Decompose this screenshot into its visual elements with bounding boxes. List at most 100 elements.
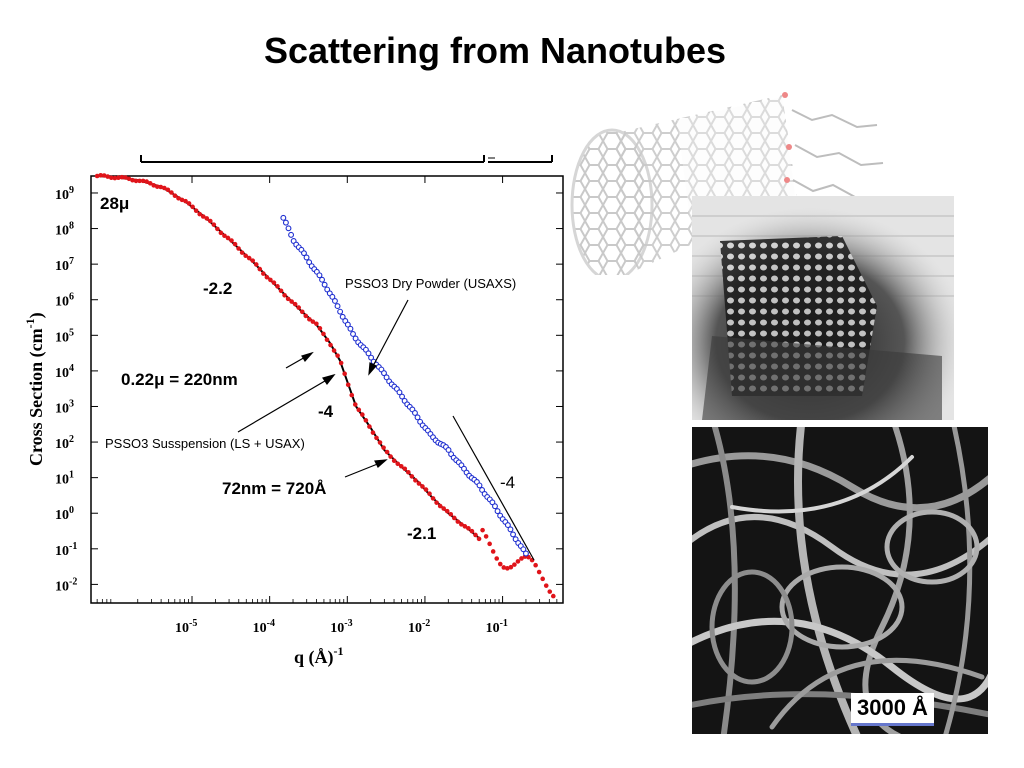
data-point-suspension: [480, 527, 485, 533]
data-point-suspension: [497, 561, 503, 567]
data-point-suspension: [289, 299, 294, 304]
data-point-powder: [383, 374, 390, 381]
annotation-28-micron: 28μ: [100, 194, 129, 213]
data-point-suspension: [239, 250, 245, 255]
data-point-suspension: [536, 569, 542, 575]
data-point-powder: [489, 499, 496, 506]
data-point-powder: [324, 286, 331, 293]
tem-bundle-image: [692, 196, 954, 420]
data-point-powder: [306, 259, 313, 266]
data-point-powder: [347, 325, 354, 332]
x-tick-label: 10-1: [486, 618, 508, 636]
data-point-suspension: [483, 534, 489, 539]
data-point-suspension: [307, 316, 312, 322]
annotation-slope-d: -2.1: [407, 524, 436, 543]
data-point-suspension: [448, 511, 454, 517]
y-tick-label: 101: [55, 470, 74, 488]
data-point-powder: [399, 393, 406, 400]
data-point-suspension: [225, 235, 231, 241]
data-point-suspension: [505, 566, 510, 571]
data-point-suspension: [444, 508, 450, 514]
data-point-powder: [282, 219, 289, 226]
data-point-suspension: [278, 288, 284, 294]
data-point-suspension: [243, 253, 248, 259]
data-point-suspension: [335, 353, 340, 358]
data-point-suspension: [441, 506, 446, 511]
data-point-suspension: [409, 474, 415, 479]
data-point-suspension: [349, 392, 355, 398]
y-tick-label: 10-2: [55, 576, 77, 594]
data-point-suspension: [261, 271, 266, 276]
data-point-suspension: [133, 178, 139, 184]
annotation-220nm: 0.22μ = 220nm: [121, 370, 238, 389]
data-point-suspension: [356, 407, 362, 413]
data-point-suspension: [314, 321, 319, 327]
data-point-powder: [365, 350, 372, 357]
slide-title: Scattering from Nanotubes: [263, 30, 727, 71]
data-point-suspension: [430, 496, 436, 501]
y-tick-label: 105: [55, 327, 74, 345]
data-point-suspension: [264, 274, 270, 280]
data-point-suspension: [462, 524, 468, 529]
data-point-suspension: [169, 190, 174, 195]
data-point-suspension: [299, 309, 305, 315]
data-point-suspension: [165, 187, 171, 193]
data-point-suspension: [406, 469, 411, 475]
data-point-powder: [504, 522, 511, 529]
data-point-suspension: [101, 173, 107, 178]
data-point-suspension: [98, 173, 103, 178]
data-point-suspension: [137, 178, 142, 184]
data-point-powder: [344, 321, 351, 328]
x-tick-label: 10-3: [330, 618, 352, 636]
data-point-suspension: [229, 238, 234, 243]
data-point-suspension: [519, 556, 524, 561]
data-point-suspension: [508, 564, 514, 570]
data-point-suspension: [108, 175, 114, 181]
data-point-suspension: [211, 222, 217, 227]
data-point-suspension: [271, 280, 277, 286]
data-point-suspension: [193, 208, 199, 214]
data-point-suspension: [540, 576, 545, 582]
data-point-suspension: [451, 515, 457, 521]
data-point-suspension: [490, 549, 496, 554]
data-point-suspension: [144, 179, 149, 184]
data-point-powder: [445, 446, 452, 453]
data-point-suspension: [112, 175, 118, 181]
data-point-suspension: [515, 559, 521, 564]
data-point-suspension: [533, 562, 538, 568]
data-point-suspension: [186, 201, 192, 206]
data-point-suspension: [345, 382, 351, 388]
data-point-powder: [507, 526, 514, 533]
data-point-suspension: [367, 424, 372, 429]
data-point-suspension: [384, 449, 390, 455]
data-point-suspension: [352, 402, 358, 407]
data-point-suspension: [246, 255, 252, 261]
scale-bar-label: 3000 Å: [851, 693, 934, 726]
data-point-suspension: [253, 262, 259, 267]
data-point-suspension: [395, 461, 401, 467]
x-tick-label: 10-5: [175, 618, 197, 636]
points-layer: [94, 173, 556, 599]
data-point-suspension: [423, 487, 429, 492]
annotation-slope-a: -2.2: [203, 279, 232, 298]
data-point-suspension: [321, 331, 326, 337]
annotation-slope-b: -4: [318, 402, 334, 421]
data-point-suspension: [179, 197, 185, 203]
data-point-suspension: [338, 360, 344, 366]
data-point-suspension: [388, 454, 393, 459]
data-point-suspension: [303, 313, 309, 319]
data-point-suspension: [487, 541, 492, 547]
data-point-suspension: [360, 412, 365, 417]
data-point-suspension: [398, 463, 404, 469]
data-point-suspension: [126, 176, 132, 182]
plot-frame: [90, 175, 564, 604]
data-point-suspension: [459, 522, 464, 527]
data-point-suspension: [292, 301, 298, 307]
data-point-powder: [412, 410, 418, 416]
data-point-suspension: [381, 445, 386, 450]
data-point-suspension: [105, 174, 111, 179]
data-point-suspension: [547, 589, 553, 594]
y-tick-label: 108: [55, 221, 74, 239]
data-point-suspension: [190, 204, 195, 210]
